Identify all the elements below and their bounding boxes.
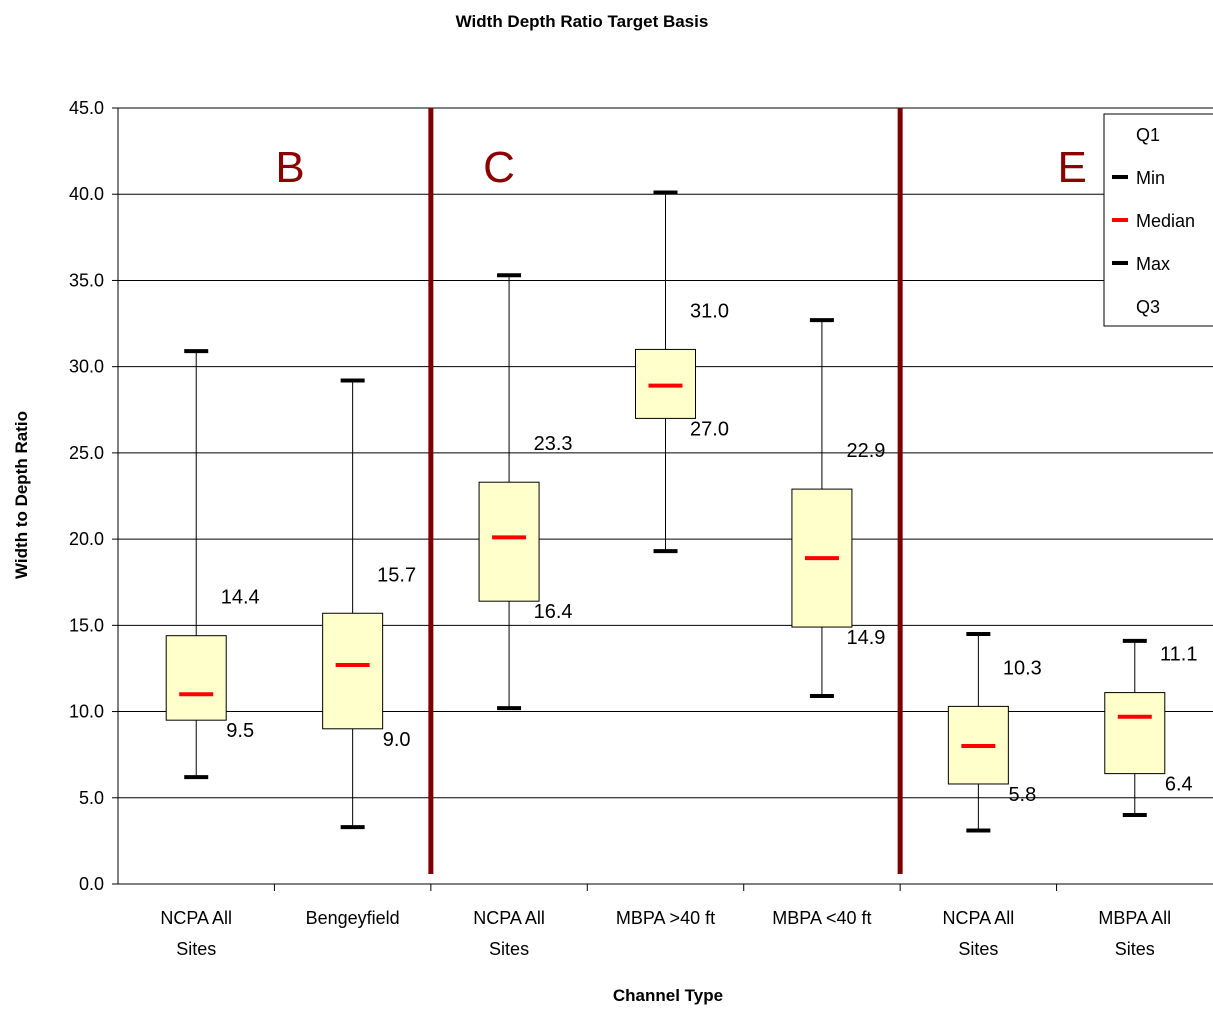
x-tick-label: NCPA All Sites [473, 908, 545, 959]
x-tick-label: NCPA All Sites [160, 908, 232, 959]
x-tick-label-line: Sites [958, 939, 998, 959]
y-tick-label: 40.0 [69, 184, 104, 204]
y-tick-label: 45.0 [69, 98, 104, 118]
q3-data-label: 31.0 [690, 300, 729, 322]
iqr-box [1104, 692, 1166, 775]
x-tick-label-line: NCPA All [473, 908, 545, 928]
x-tick-label-line: MBPA >40 ft [616, 908, 715, 928]
q1-data-label: 16.4 [534, 601, 573, 623]
iqr-box [322, 612, 384, 730]
x-tick-label-line: NCPA All [160, 908, 232, 928]
q1-data-label: 6.4 [1165, 774, 1193, 796]
group-dividers [428, 108, 903, 874]
q3-data-label: 10.3 [1003, 657, 1042, 679]
x-tick-label: Bengeyfield [306, 908, 400, 928]
y-tick-label: 25.0 [69, 443, 104, 463]
q1-data-label: 27.0 [690, 418, 729, 440]
x-tick-label: NCPA All Sites [943, 908, 1015, 959]
y-tick-label: 10.0 [69, 702, 104, 722]
y-tick-label: 20.0 [69, 529, 104, 549]
y-tick-label: 5.0 [79, 788, 104, 808]
legend-label: Median [1136, 211, 1195, 231]
x-tick-label-line: Sites [489, 939, 529, 959]
group-label: E [1058, 143, 1087, 192]
legend-label: Max [1136, 254, 1170, 274]
x-tick-label-line: Bengeyfield [306, 908, 400, 928]
q1-data-label: 14.9 [846, 627, 885, 649]
x-tick-label-line: Sites [1115, 939, 1155, 959]
box-plot-item: 11.1 6.4 [1104, 638, 1198, 818]
y-axis-title: Width to Depth Ratio [12, 411, 31, 579]
x-axis-title: Channel Type [613, 986, 723, 1005]
q3-data-label: 11.1 [1160, 644, 1197, 666]
legend-label: Min [1136, 168, 1165, 188]
chart-title: Width Depth Ratio Target Basis [456, 12, 709, 31]
boxes: 14.4 9.5 15.7 9.0 23.3 16.4 31.0 27.0 22.9 14.9 10… [165, 190, 1198, 833]
q1-data-label: 9.0 [383, 729, 411, 751]
x-tick-label: MBPA All Sites [1098, 908, 1171, 959]
legend: Q1 Min Median Max Q3 [1103, 113, 1213, 327]
x-tick-label: MBPA <40 ft [772, 908, 871, 928]
x-tick-label-line: Sites [176, 939, 216, 959]
legend-label: Q3 [1136, 297, 1160, 317]
legend-label: Q1 [1136, 125, 1160, 145]
x-tick-label-line: MBPA <40 ft [772, 908, 871, 928]
group-label: B [275, 143, 304, 192]
q3-data-label: 23.3 [534, 433, 573, 455]
axes: 0.0 5.0 10.0 15.0 20.0 25.0 30.0 35.0 40.0 45.0 NC… [69, 98, 1213, 959]
box-plot-item: 14.4 9.5 [165, 349, 260, 780]
box-plot-item: 23.3 16.4 [478, 273, 573, 711]
x-tick-label-line: NCPA All [943, 908, 1015, 928]
y-tick-label: 30.0 [69, 357, 104, 377]
iqr-box [478, 481, 540, 602]
box-plot-item: 22.9 14.9 [791, 318, 885, 699]
y-tick-label: 0.0 [79, 874, 104, 894]
y-tick-label: 15.0 [69, 615, 104, 635]
iqr-box [165, 635, 227, 721]
box-plot-item: 31.0 27.0 [635, 190, 729, 554]
q3-data-label: 22.9 [846, 440, 885, 462]
x-tick-label-line: MBPA All [1098, 908, 1171, 928]
q1-data-label: 9.5 [226, 720, 254, 742]
x-tick-label: MBPA >40 ft [616, 908, 715, 928]
y-tick-label: 35.0 [69, 270, 104, 290]
box-plot-item: 10.3 5.8 [947, 631, 1042, 833]
q1-data-label: 5.8 [1008, 784, 1036, 806]
q3-data-label: 15.7 [377, 564, 416, 586]
box-plot-item: 15.7 9.0 [322, 378, 416, 830]
q3-data-label: 14.4 [221, 587, 260, 609]
group-label: C [483, 143, 515, 192]
